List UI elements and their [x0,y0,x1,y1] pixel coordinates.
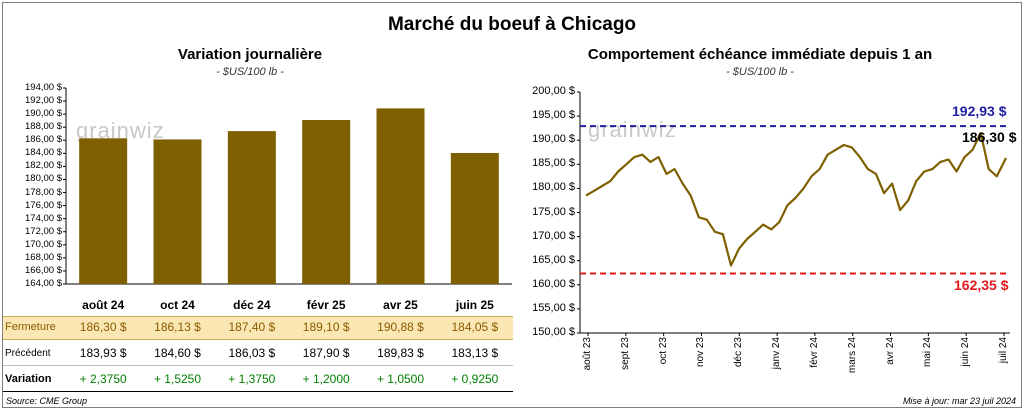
line-x-tick-label: juil 24 [998,337,1009,364]
bar-y-tick-label: 182,00 $ [25,160,62,172]
bar-category-label: août 24 [82,298,125,312]
bar-0 [79,138,128,284]
price-series-line [585,131,1007,267]
bar-category-label: avr 25 [383,298,418,312]
bar-y-tick-label: 178,00 $ [25,186,62,198]
line-x-tick-label: janv 24 [771,337,783,370]
variation-cell: + 1,0500 [376,372,425,386]
bar-y-tick-label: 176,00 $ [25,199,62,211]
line-x-tick-label: mai 24 [922,337,934,368]
bar-y-tick-label: 192,00 $ [25,95,62,107]
bar-y-tick-label: 168,00 $ [25,251,62,263]
line-x-tick-label: nov 23 [695,337,707,368]
variation-cell: + 1,5250 [153,372,202,386]
watermark-right: grainwiz [588,117,677,142]
variation-row [3,366,513,392]
variation-cell: + 0,9250 [451,372,499,386]
line-x-tick-label: oct 23 [657,337,669,365]
precedent-cell: 186,03 $ [228,346,276,360]
bar-y-tick-label: 184,00 $ [25,147,62,159]
line-y-tick-label: 155,00 $ [532,301,575,314]
bar-y-tick-label: 188,00 $ [25,121,62,133]
fermeture-cell: 189,10 $ [302,320,350,334]
fermeture-cell: 186,30 $ [79,320,127,334]
line-y-tick-label: 150,00 $ [532,326,575,338]
line-y-tick-label: 160,00 $ [532,277,575,290]
update-note: Mise à jour: mar 23 juil 2024 [902,396,1016,406]
line-y-tick-label: 195,00 $ [532,109,575,122]
high-annotation: 192,93 $ [952,103,1007,119]
bar-category-label: oct 24 [160,298,195,312]
precedent-cell: 184,60 $ [154,346,201,360]
main-title: Marché du boeuf à Chicago [387,14,637,35]
line-x-tick-label: févr 24 [808,337,820,368]
bar-category-label: déc 24 [233,298,271,312]
line-x-tick-label: juin 24 [960,337,972,367]
bar-y-tick-label: 186,00 $ [25,134,62,146]
line-x-tick-label: avr 24 [884,337,896,365]
line-x-tick-label: mars 24 [846,337,858,374]
fermeture-row [3,316,513,340]
fermeture-cell: 186,13 $ [154,320,201,334]
bar-y-tick-label: 174,00 $ [25,212,62,224]
line-chart-title: Comportement échéance immédiate depuis 1… [587,46,933,63]
precedent-row [3,340,513,366]
line-x-tick-label: août 23 [582,337,593,371]
variation-label: Variation [5,373,52,385]
precedent-label: Précédent [5,348,51,359]
bar-category-label: févr 25 [306,298,346,312]
line-chart-subtitle: - $US/100 lb - [726,66,794,78]
bar-y-tick-label: 194,00 $ [25,82,62,93]
bar-1 [153,139,202,284]
bar-y-tick-label: 164,00 $ [25,278,62,289]
bar-4 [376,108,425,284]
line-y-tick-label: 185,00 $ [532,157,575,170]
bar-y-tick-label: 180,00 $ [25,173,62,185]
variation-cell: + 1,2000 [302,372,350,386]
fermeture-label: Fermeture [5,321,56,333]
line-y-tick-label: 200,00 $ [532,85,575,97]
bar-category-label: juin 25 [455,298,494,312]
bar-y-tick-label: 166,00 $ [25,264,62,276]
fermeture-cell: 187,40 $ [228,320,276,334]
fermeture-cell: 190,88 $ [377,320,424,334]
variation-cell: + 1,3750 [228,372,276,386]
variation-cell: + 2,3750 [79,372,127,386]
line-y-tick-label: 170,00 $ [532,229,575,242]
line-x-tick-label: déc 23 [733,337,745,368]
source-note: Source: CME Group [6,396,88,406]
precedent-cell: 183,13 $ [451,346,499,360]
bar-chart-title: Variation journalière [177,46,323,63]
line-y-tick-label: 165,00 $ [532,253,575,266]
low-annotation: 162,35 $ [954,277,1009,293]
precedent-cell: 183,93 $ [79,346,127,360]
line-y-tick-label: 180,00 $ [532,181,575,194]
fermeture-cell: 184,05 $ [451,320,499,334]
line-x-tick-label: sept 23 [619,337,631,370]
bar-y-tick-label: 170,00 $ [25,238,62,250]
bar-y-tick-label: 172,00 $ [25,225,62,237]
last-price-annotation: 186,30 $ [962,129,1017,145]
bar-y-tick-label: 190,00 $ [25,108,62,120]
line-y-tick-label: 175,00 $ [532,205,575,218]
bar-chart-subtitle: - $US/100 lb - [216,66,284,78]
bar-2 [227,131,276,284]
precedent-cell: 187,90 $ [302,346,350,360]
bar-3 [302,120,351,284]
line-y-tick-label: 190,00 $ [532,133,575,146]
precedent-cell: 189,83 $ [377,346,424,360]
bar-5 [450,153,499,284]
